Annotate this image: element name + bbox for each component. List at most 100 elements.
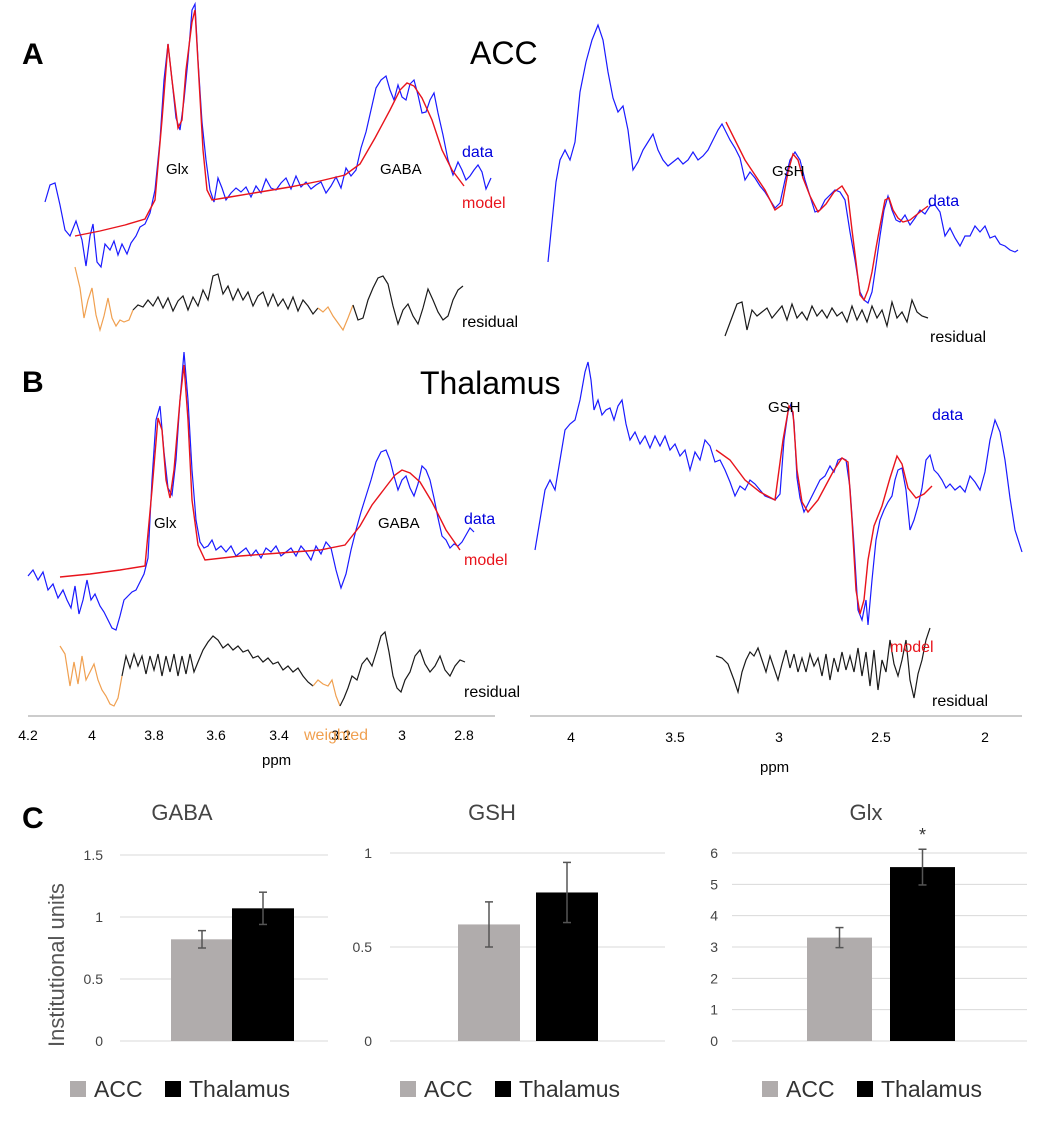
bar-charts: GABA 0 0.5 1 1.5 ACC Thalamus Institutional uni…	[44, 800, 1027, 1102]
ppm-axis-label-right: ppm	[760, 759, 789, 776]
data-trace	[44, 1, 492, 269]
tick-label: 2.5	[871, 729, 891, 745]
model-trace	[74, 9, 465, 237]
legend-label: Thalamus	[519, 1076, 620, 1102]
y-tick-label: 1	[364, 845, 372, 861]
label-residual-acc-right: residual	[930, 329, 986, 346]
legend-swatch	[857, 1081, 873, 1097]
residual-weighted-b	[312, 678, 341, 707]
legend: ACC Thalamus	[400, 1076, 620, 1102]
tick-label: 3.4	[269, 727, 289, 743]
y-tick-label: 1	[710, 1002, 718, 1018]
error-bar	[485, 901, 493, 948]
label-model-acc-left: model	[462, 195, 506, 212]
legend-swatch	[165, 1081, 181, 1097]
legend-label: ACC	[94, 1076, 143, 1102]
legend-swatch	[762, 1081, 778, 1097]
tick-label: 3.2	[331, 727, 351, 743]
y-tick-label: 4	[710, 908, 718, 924]
model-trace	[715, 404, 933, 615]
error-bar	[563, 861, 571, 924]
peak-label-glx-acc: Glx	[166, 161, 189, 178]
legend: ACC Thalamus	[70, 1076, 290, 1102]
peak-label-gsh-acc: GSH	[772, 163, 805, 180]
bar-chart-gaba: GABA 0 0.5 1 1.5 ACC Thalamus Institutional uni…	[44, 800, 328, 1102]
region-title-thalamus: Thalamus	[420, 365, 561, 401]
significance-marker: *	[919, 825, 926, 845]
legend: ACC Thalamus	[762, 1076, 982, 1102]
spectrum-thalamus-gaba-glx: Glx GABA data model residual	[27, 351, 520, 707]
y-tick-label: 0.5	[353, 939, 373, 955]
tick-label: 3.5	[665, 729, 685, 745]
residual-trace-a	[132, 273, 319, 316]
y-tick-label: 1.5	[84, 847, 104, 863]
y-tick-label: 0	[95, 1033, 103, 1049]
label-data-thal-right: data	[932, 407, 963, 424]
bar-chart-glx: Glx 0 1 2 3 4 5 6 * ACC Thalamus	[710, 800, 1027, 1102]
label-residual-thal-right: residual	[932, 693, 988, 710]
y-tick-label: 5	[710, 876, 718, 892]
data-trace	[547, 23, 1019, 304]
chart-title: Glx	[850, 800, 883, 825]
tick-label: 3	[398, 727, 406, 743]
residual-trace-b	[352, 275, 464, 326]
error-bar	[198, 929, 206, 949]
spectrum-acc-gaba-glx: Glx GABA data model residual	[44, 1, 518, 333]
legend-swatch	[400, 1081, 416, 1097]
spectrum-acc-gsh: GSH data residual	[547, 23, 1019, 346]
label-model-thal-right: model	[890, 639, 934, 656]
residual-trace-b	[339, 630, 466, 707]
legend-swatch	[495, 1081, 511, 1097]
tick-label: 4	[567, 729, 575, 745]
error-bar	[918, 848, 927, 886]
label-model-thal-left: model	[464, 552, 508, 569]
y-tick-label: 0	[364, 1033, 372, 1049]
tick-label: 3.8	[144, 727, 164, 743]
panel-label-c: C	[22, 802, 44, 835]
ppm-axis-right: 4 3.5 3 2.5 2 ppm	[530, 715, 1022, 776]
chart-title: GABA	[151, 800, 212, 825]
data-trace	[27, 351, 475, 631]
tick-label: 4.2	[18, 727, 38, 743]
legend-label: Thalamus	[189, 1076, 290, 1102]
ppm-axis-left: 4.2 4 3.8 3.6 3.4 3.2 3 2.8 weighted ppm	[18, 715, 495, 769]
tick-label: 3.6	[206, 727, 226, 743]
peak-label-gaba-thal: GABA	[378, 515, 420, 532]
chart-title: GSH	[468, 800, 516, 825]
bar-thalamus	[232, 908, 294, 1041]
tick-label: 2	[981, 729, 989, 745]
y-tick-label: 0.5	[84, 971, 104, 987]
residual-weighted-a	[74, 266, 134, 333]
model-trace	[59, 364, 461, 578]
tick-label: 4	[88, 727, 96, 743]
model-trace	[725, 121, 929, 302]
panel-label-b: B	[22, 366, 44, 399]
residual-weighted-b	[317, 304, 354, 332]
y-tick-label: 2	[710, 970, 718, 986]
residual-trace-a	[121, 635, 314, 687]
error-bar	[835, 926, 844, 949]
y-tick-label: 3	[710, 939, 718, 955]
label-data-acc-left: data	[462, 144, 493, 161]
ppm-axis-label-left: ppm	[262, 752, 291, 769]
legend-swatch	[70, 1081, 86, 1097]
bar-acc	[807, 937, 872, 1041]
label-residual-thal-left: residual	[464, 684, 520, 701]
peak-label-gaba-acc: GABA	[380, 161, 422, 178]
bar-chart-gsh: GSH 0 0.5 1 ACC Thalamus	[353, 800, 665, 1102]
tick-label: 2.8	[454, 727, 474, 743]
panel-label-a: A	[22, 38, 44, 71]
y-tick-label: 6	[710, 845, 718, 861]
label-weighted: weighted	[303, 727, 368, 744]
spectrum-thalamus-gsh: GSH data model residual	[534, 361, 1023, 710]
bar-acc	[171, 939, 233, 1041]
y-axis-label: Institutional units	[44, 883, 69, 1047]
legend-label: ACC	[786, 1076, 835, 1102]
residual-trace	[715, 627, 931, 699]
residual-weighted-a	[59, 645, 123, 707]
legend-label: ACC	[424, 1076, 473, 1102]
data-trace	[534, 361, 1023, 626]
residual-trace	[724, 298, 929, 337]
bar-thalamus	[890, 867, 955, 1041]
